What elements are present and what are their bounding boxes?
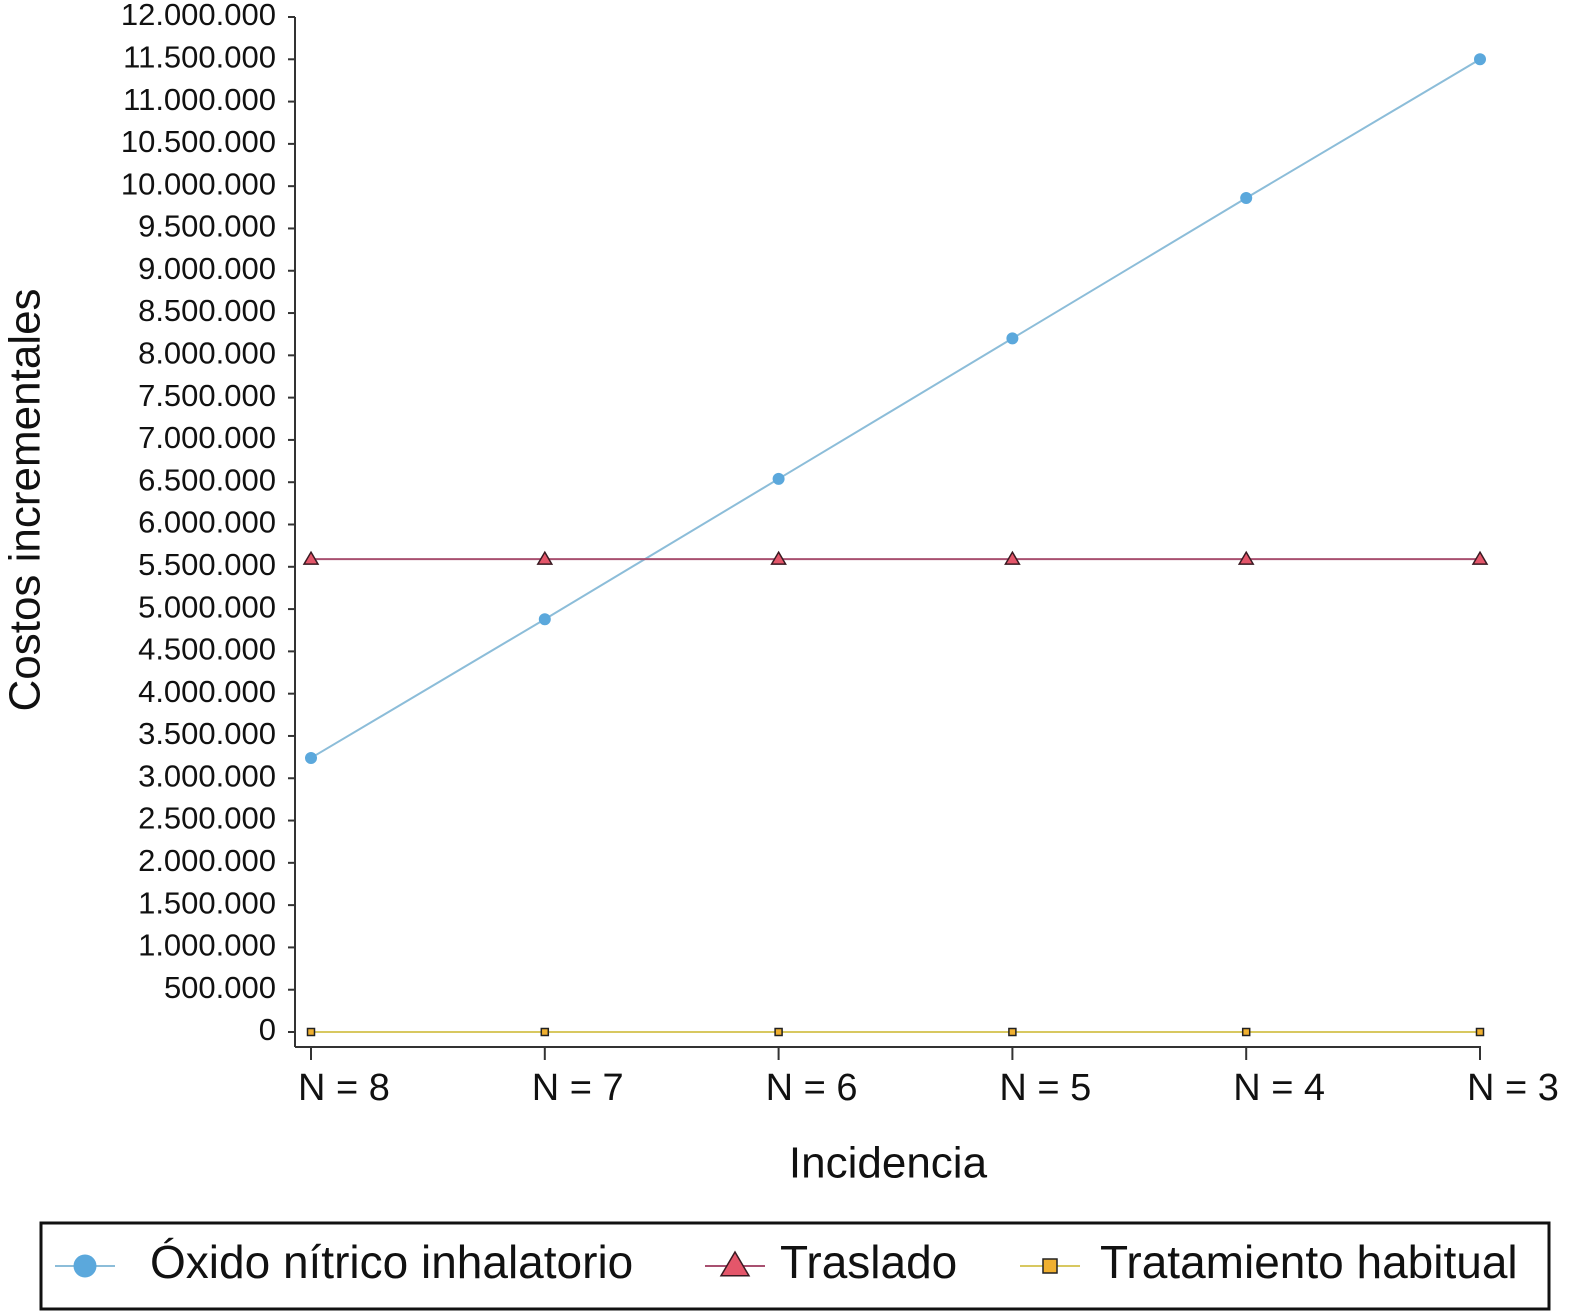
data-point [536, 550, 554, 565]
data-point [1237, 550, 1255, 565]
y-tick-label: 500.000 [164, 970, 276, 1005]
data-point [1475, 1027, 1485, 1037]
y-tick-label: 9.000.000 [138, 251, 276, 286]
y-tick-label: 2.000.000 [138, 843, 276, 878]
y-tick-label: 9.500.000 [138, 209, 276, 244]
y-tick-label: 0 [259, 1012, 276, 1047]
legend-label: Traslado [780, 1236, 957, 1288]
data-point [772, 472, 785, 485]
data-point [1471, 550, 1489, 565]
y-tick-label: 1.500.000 [138, 885, 276, 920]
y-tick-label: 7.000.000 [138, 420, 276, 455]
data-point [1241, 1027, 1251, 1037]
y-tick-label: 8.500.000 [138, 293, 276, 328]
legend-marker [1042, 1258, 1058, 1274]
y-tick-label: 11.000.000 [123, 82, 276, 117]
x-tick-label: N = 3 [1467, 1067, 1559, 1109]
y-tick-label: 4.500.000 [138, 632, 276, 667]
legend-label: Óxido nítrico inhalatorio [150, 1236, 633, 1288]
x-tick-label: N = 8 [298, 1067, 390, 1109]
y-tick-label: 5.500.000 [138, 547, 276, 582]
y-tick-label: 10.500.000 [121, 124, 276, 159]
y-tick-label: 3.000.000 [138, 758, 276, 793]
data-point [538, 613, 551, 626]
x-tick-label: N = 5 [999, 1067, 1091, 1109]
y-tick-label: 10.000.000 [121, 166, 276, 201]
y-tick-label: 7.500.000 [138, 378, 276, 413]
data-point [1008, 1027, 1017, 1037]
y-tick-label: 6.000.000 [138, 505, 276, 540]
y-tick-label: 11.500.000 [123, 39, 276, 74]
y-tick-label: 12.000.000 [121, 0, 276, 32]
y-axis-label: Costos incrementales [1, 288, 50, 711]
x-tick-label: N = 6 [766, 1067, 858, 1109]
data-point [770, 550, 787, 565]
x-tick-label: N = 4 [1233, 1067, 1325, 1109]
y-tick-label: 2.500.000 [138, 801, 276, 836]
y-tick-label: 5.000.000 [138, 589, 276, 624]
data-point [774, 1027, 783, 1037]
data-point [1240, 192, 1253, 205]
legend-label: Tratamiento habitual [1100, 1236, 1518, 1288]
data-point [302, 550, 320, 565]
data-point [1004, 550, 1021, 565]
y-tick-label: 8.000.000 [138, 336, 276, 371]
y-tick-label: 3.500.000 [138, 716, 276, 751]
x-axis-label: Incidencia [789, 1139, 988, 1188]
x-tick-label: N = 7 [532, 1067, 624, 1109]
y-tick-label: 6.500.000 [138, 462, 276, 497]
data-point [306, 1027, 316, 1037]
series-line [310, 58, 1481, 759]
data-point [1006, 332, 1019, 345]
legend-marker [719, 1250, 751, 1277]
data-point [305, 751, 317, 764]
y-tick-label: 4.000.000 [138, 674, 276, 709]
data-point [540, 1027, 550, 1037]
legend-marker [73, 1254, 97, 1278]
y-tick-label: 1.000.000 [138, 928, 276, 963]
data-point [1474, 53, 1486, 66]
legend-box [39, 1221, 1551, 1311]
